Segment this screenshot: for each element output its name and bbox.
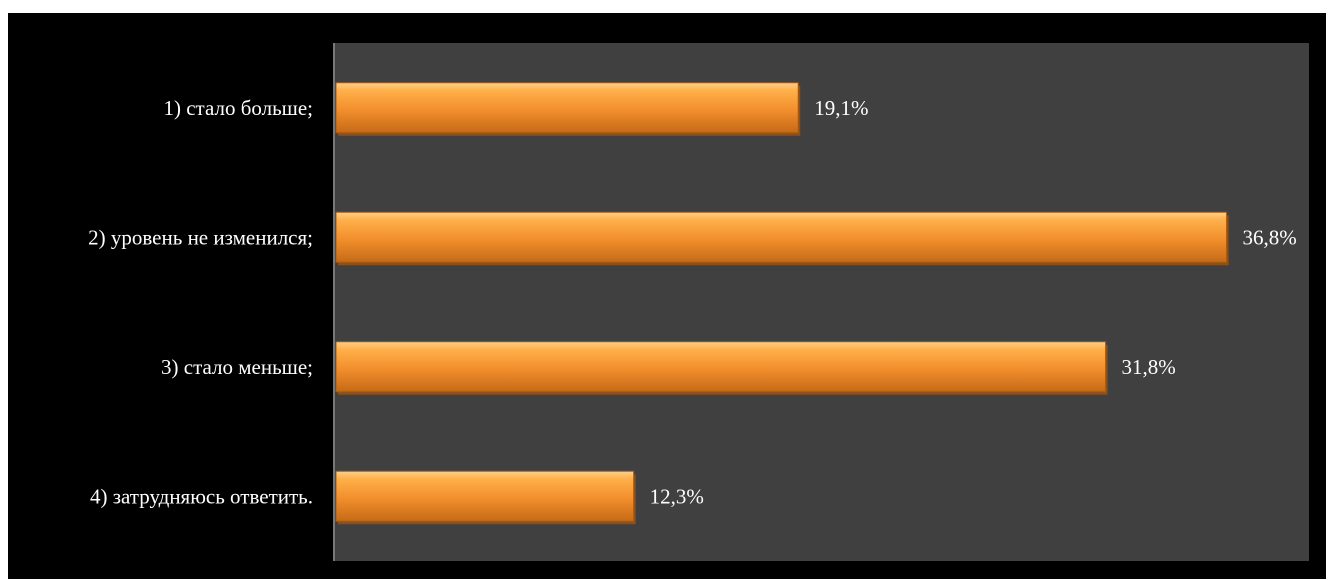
category-labels: 1) стало больше; 2) уровень не изменился;… [88, 96, 313, 509]
bar-1 [335, 82, 799, 134]
category-label-2: 2) уровень не изменился; [88, 225, 313, 249]
bars-layer [335, 82, 1229, 525]
bar-2 [335, 211, 1228, 263]
bar-3 [335, 341, 1107, 393]
bar-chart: 1) стало больше; 2) уровень не изменился;… [88, 43, 1309, 561]
category-label-3: 3) стало меньше; [161, 355, 313, 379]
category-label-1: 1) стало больше; [163, 96, 313, 120]
value-label-2: 36,8% [1243, 225, 1297, 249]
value-label-4: 12,3% [650, 484, 704, 508]
chart-frame: 1) стало больше; 2) уровень не изменился;… [8, 13, 1326, 579]
bar-4 [335, 470, 635, 522]
value-label-3: 31,8% [1122, 355, 1176, 379]
category-label-4: 4) затрудняюсь ответить. [90, 484, 313, 508]
value-labels: 19,1% 36,8% 31,8% 12,3% [650, 96, 1297, 509]
value-label-1: 19,1% [814, 96, 868, 120]
